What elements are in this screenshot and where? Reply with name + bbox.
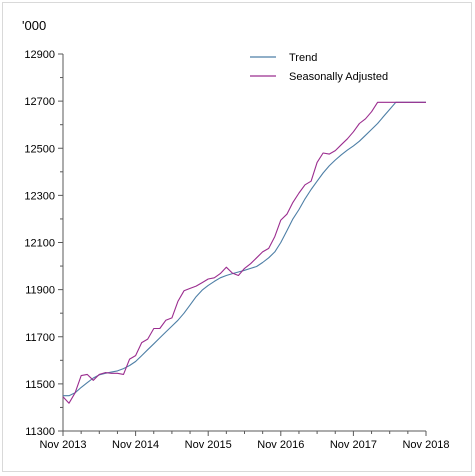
chart-frame xyxy=(2,2,472,472)
y-axis: 11300 11500 11700 11900 12100 12300 12500 12700… xyxy=(24,49,64,438)
y-tick-label: 12500 xyxy=(24,143,55,155)
series-line-seasonally-adjusted xyxy=(62,101,426,404)
y-tick-label: 12100 xyxy=(24,238,55,250)
legend-label: Trend xyxy=(289,52,317,64)
x-tick-label: Nov 2018 xyxy=(402,439,449,451)
series-lines xyxy=(62,101,426,404)
y-tick-label: 12300 xyxy=(24,190,55,202)
y-tick-label: 11500 xyxy=(25,379,55,391)
legend-label: Seasonally Adjusted xyxy=(289,71,388,83)
y-unit-label: '000 xyxy=(22,18,46,33)
series-line-trend xyxy=(63,101,426,397)
x-tick-label: Nov 2015 xyxy=(185,439,232,451)
x-tick-label: Nov 2016 xyxy=(257,439,304,451)
x-axis: Nov 2013 Nov 2014 Nov 2015 Nov 2016 Nov 2017… xyxy=(39,430,450,451)
y-tick-label: 11700 xyxy=(25,332,55,344)
y-tick-label: 11300 xyxy=(25,426,55,438)
y-tick-label: 11900 xyxy=(25,285,55,297)
legend: Trend Seasonally Adjusted xyxy=(250,52,388,83)
x-tick-label: Nov 2013 xyxy=(39,439,86,451)
y-tick-label: 12900 xyxy=(24,49,55,61)
x-tick-label: Nov 2014 xyxy=(112,439,159,451)
y-tick-label: 12700 xyxy=(24,96,55,108)
x-tick-label: Nov 2017 xyxy=(330,439,377,451)
